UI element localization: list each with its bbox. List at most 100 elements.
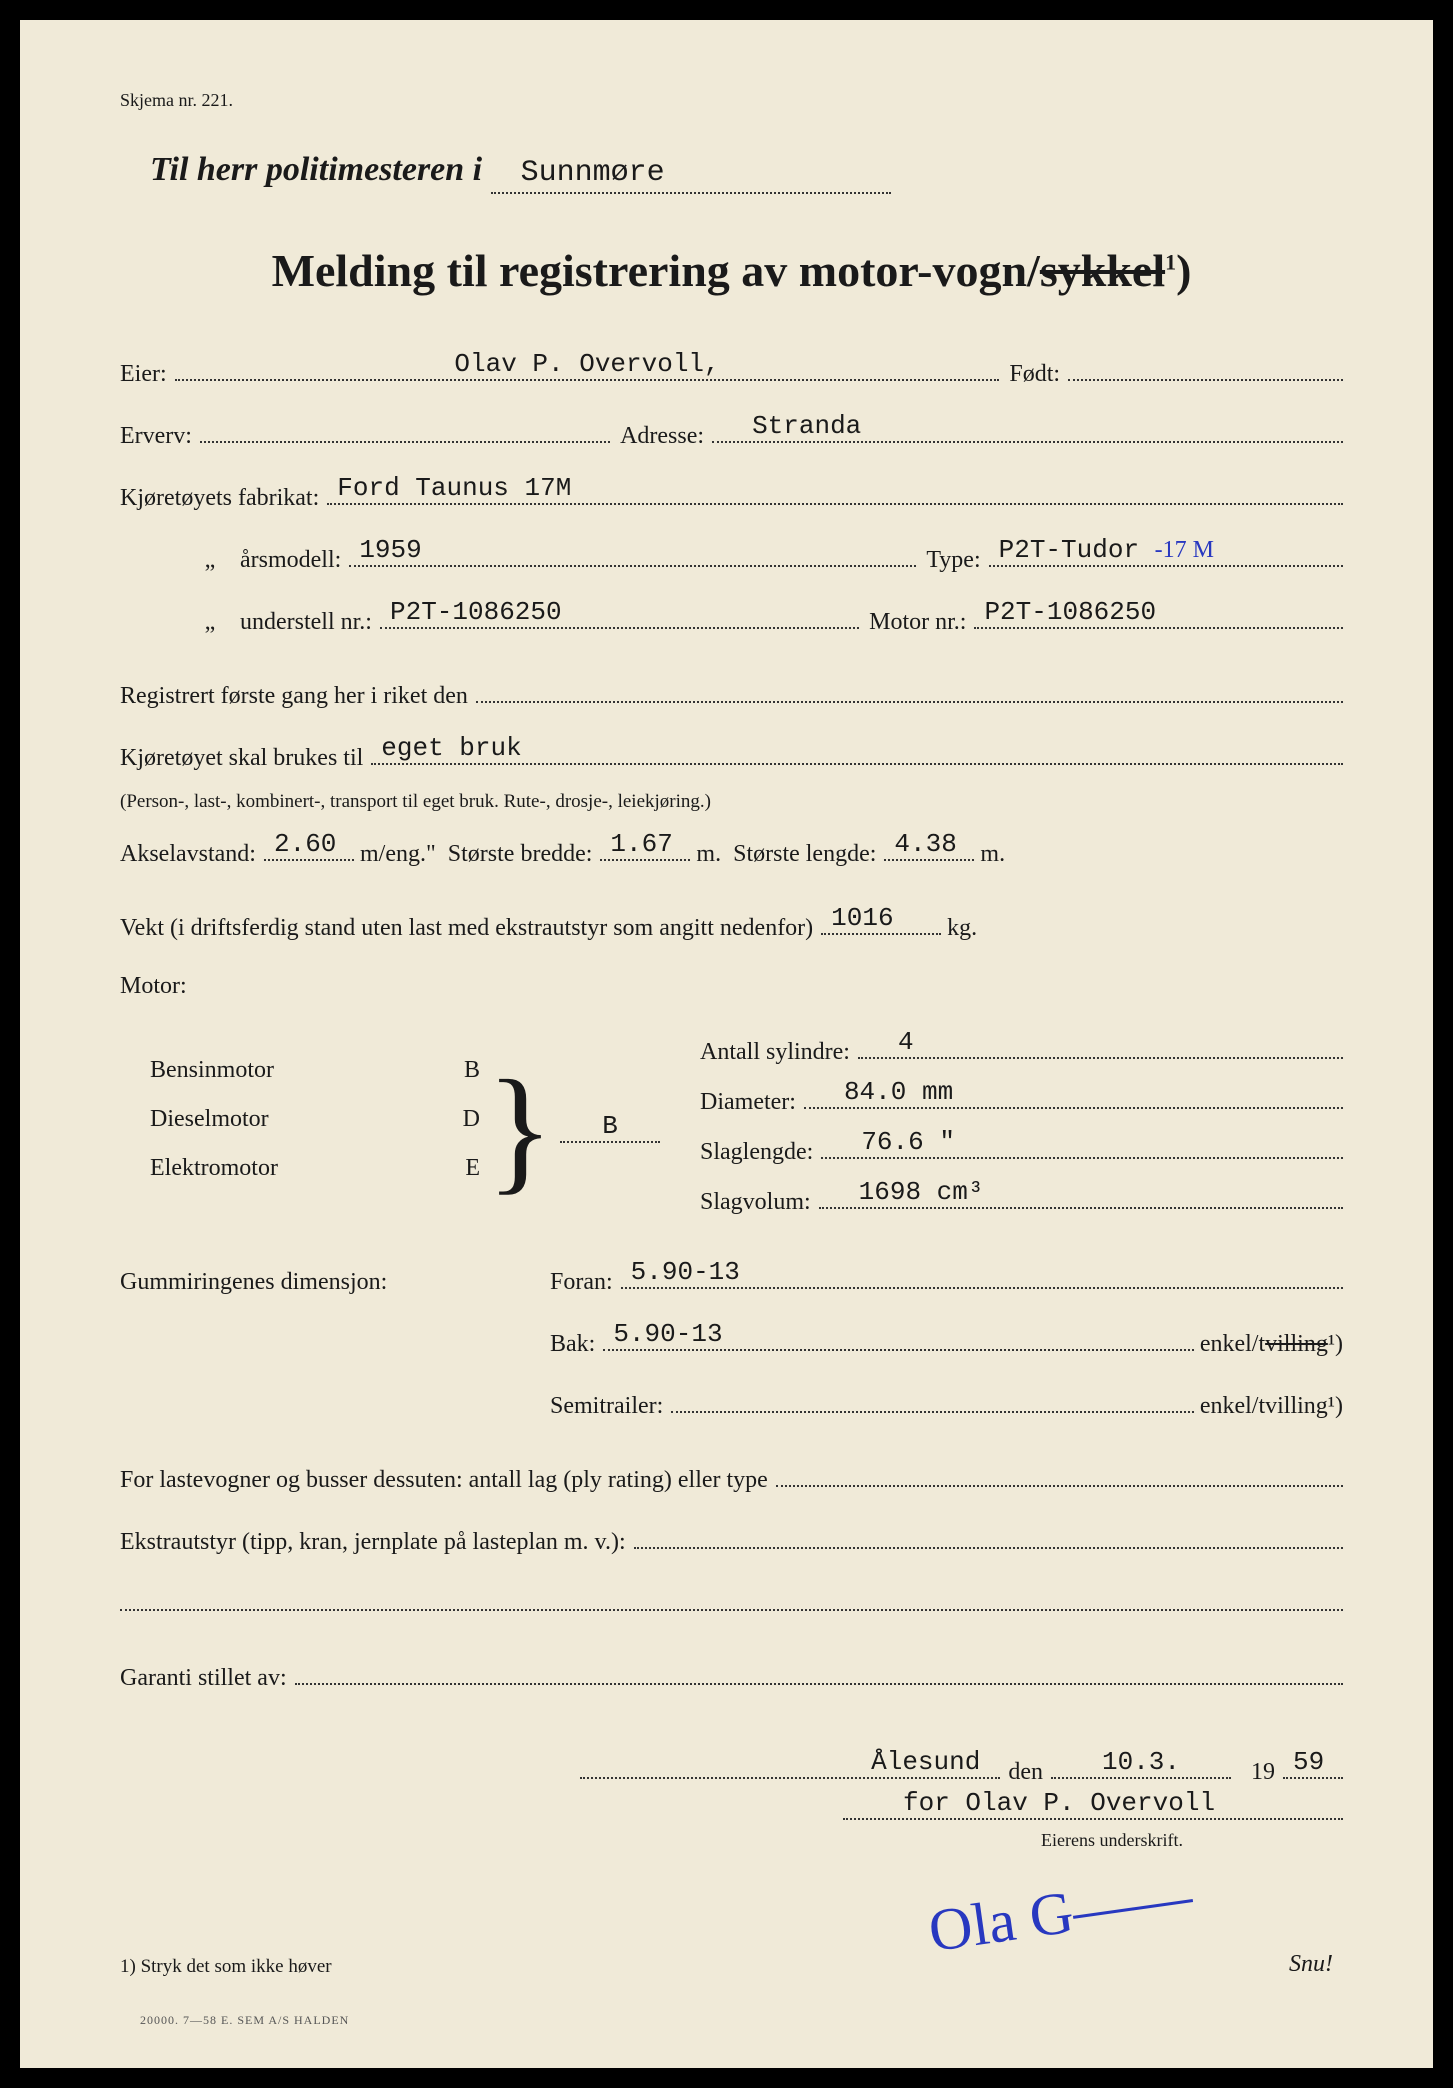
length-unit: m. [974,841,1005,868]
row-trucks: For lastevogner og busser dessuten: anta… [120,1463,1343,1507]
use-value: eget bruk [381,733,521,763]
bensin-label: Bensinmotor [150,1057,274,1084]
tyre-semi-label: Semitrailer: [550,1393,671,1420]
length-value: 4.38 [894,829,956,859]
use-hint: (Person-, last-, kombinert-, transport t… [120,791,1343,813]
tyre-rear-tail: enkel/tvilling¹) [1194,1331,1343,1358]
title-sup: 1 [1165,250,1176,275]
width-label: Største bredde: [436,841,601,868]
disp-value: 1698 cm³ [859,1177,984,1207]
cyl-value: 4 [898,1027,914,1057]
row-owner: Eier: Olav P. Overvoll, Født: [120,357,1343,401]
sig-year-suf: 59 [1293,1747,1324,1777]
model-value: 1959 [359,535,421,565]
motor-block: BensinmotorB DieselmotorD ElektromotorE … [120,1035,1343,1235]
addressee-label: Til herr politimesteren i [150,151,482,188]
row-tyre-semi: Semitrailer: enkel/tvilling¹) [120,1389,1343,1433]
diesel-label: Dieselmotor [150,1106,269,1133]
row-make: Kjøretøyets fabrikat: Ford Taunus 17M [120,481,1343,525]
row-extras-cont [120,1587,1343,1631]
owner-value: Olav P. Overvoll, [454,349,719,379]
title-pre: Melding til registrering av motor-vogn/ [272,245,1040,296]
sig-under-label: Eierens underskrift. [120,1830,1343,1851]
extras-label: Ekstrautstyr (tipp, kran, jernplate på l… [120,1529,634,1556]
tyre-rear-label: Bak: [550,1331,603,1358]
sig-den: den [1000,1759,1051,1786]
brace-icon: } [480,1035,560,1235]
ditto-2: „ [180,609,240,636]
stroke-value: 76.6 " [861,1127,955,1157]
weight-label: Vekt (i driftsferdig stand uten last med… [120,915,821,942]
address-value: Stranda [752,411,861,441]
sig-date-row: Ålesund den 10.3. 19 59 [120,1755,1343,1786]
weight-value: 1016 [831,903,893,933]
type-label: Type: [916,547,988,574]
row-tyre-rear: Bak: 5.90-13 enkel/tvilling¹) [120,1327,1343,1371]
axle-label: Akselavstand: [120,841,264,868]
ditto-1: „ [180,547,240,574]
dia-label: Diameter: [700,1089,804,1116]
title-strike: sykkel [1040,245,1165,296]
guaranty-label: Garanti stillet av: [120,1665,295,1692]
form-page: Skjema nr. 221. Til herr politimesteren … [20,20,1433,2068]
weight-unit: kg. [941,915,977,942]
tyre-label: Gummiringenes dimensjon: [120,1269,550,1296]
form-number: Skjema nr. 221. [120,90,1343,111]
addressee-value: Sunnmøre [491,156,891,194]
engine-specs: Antall sylindre:4 Diameter:84.0 mm Slagl… [680,1035,1343,1235]
sig-for-row: for Olav P. Overvoll [120,1796,1343,1820]
elektro-label: Elektromotor [150,1155,278,1182]
axle-unit: m/eng." [354,841,436,868]
row-motor-heading: Motor: [120,973,1343,1017]
row-tyre-front: Gummiringenes dimensjon: Foran: 5.90-13 [120,1265,1343,1309]
addressee-line: Til herr politimesteren i Sunnmøre [150,151,1343,194]
bensin-code: B [464,1057,480,1084]
width-value: 1.67 [610,829,672,859]
motor-nr-value: P2T-1086250 [984,597,1156,627]
sig-for: for Olav P. Overvoll [903,1788,1215,1818]
cyl-label: Antall sylindre: [700,1039,858,1066]
row-dimensions: Akselavstand: 2.60 m/eng." Største bredd… [120,837,1343,881]
model-label: årsmodell: [240,547,349,574]
address-label: Adresse: [610,423,712,450]
chassis-label: understell nr.: [240,609,380,636]
form-title: Melding til registrering av motor-vogn/s… [120,244,1343,297]
tyre-front-label: Foran: [550,1269,621,1296]
row-chassis: „ understell nr.: P2T-1086250 Motor nr.:… [120,605,1343,649]
type-value: P2T-Tudor -17 M [999,535,1214,565]
sig-place: Ålesund [871,1747,980,1777]
occupation-label: Erverv: [120,423,200,450]
make-label: Kjøretøyets fabrikat: [120,485,327,512]
row-use: Kjøretøyet skal brukes til eget bruk [120,741,1343,785]
handwritten-signature: Ola G—— [925,1861,1197,1966]
use-label: Kjøretøyet skal brukes til [120,745,371,772]
tyre-rear-value: 5.90-13 [613,1319,722,1349]
trucks-label: For lastevogner og busser dessuten: anta… [120,1467,776,1494]
row-weight: Vekt (i driftsferdig stand uten last med… [120,911,1343,955]
length-label: Største lengde: [721,841,884,868]
elektro-code: E [465,1155,480,1182]
row-model: „ årsmodell: 1959 Type: P2T-Tudor -17 M [120,543,1343,587]
motor-selected: B [602,1111,618,1141]
sig-date: 10.3. [1102,1747,1180,1777]
born-label: Født: [999,361,1068,388]
snu: Snu! [1289,1951,1333,1978]
row-guaranty: Garanti stillet av: [120,1661,1343,1705]
first-reg-label: Registrert første gang her i riket den [120,683,476,710]
dia-value: 84.0 mm [844,1077,953,1107]
motor-types: Bensinmotor B Dieselmotor D Elektromotor E [120,1035,480,1235]
diesel-code: D [463,1106,480,1133]
motor-heading: Motor: [120,973,195,1000]
footnote: 1) Stryk det som ikke høver [120,1956,332,1978]
width-unit: m. [690,841,721,868]
sig-year-pre: 19 [1231,1759,1283,1786]
make-value: Ford Taunus 17M [337,473,571,503]
chassis-value: P2T-1086250 [390,597,562,627]
imprint: 20000. 7—58 E. SEM A/S HALDEN [140,2013,349,2028]
signature-block: Ålesund den 10.3. 19 59 for Olav P. Over… [120,1755,1343,1851]
tyre-front-value: 5.90-13 [631,1257,740,1287]
title-close: ) [1176,245,1191,296]
tyre-semi-tail: enkel/tvilling¹) [1194,1393,1343,1420]
disp-label: Slagvolum: [700,1189,819,1216]
row-extras: Ekstrautstyr (tipp, kran, jernplate på l… [120,1525,1343,1569]
